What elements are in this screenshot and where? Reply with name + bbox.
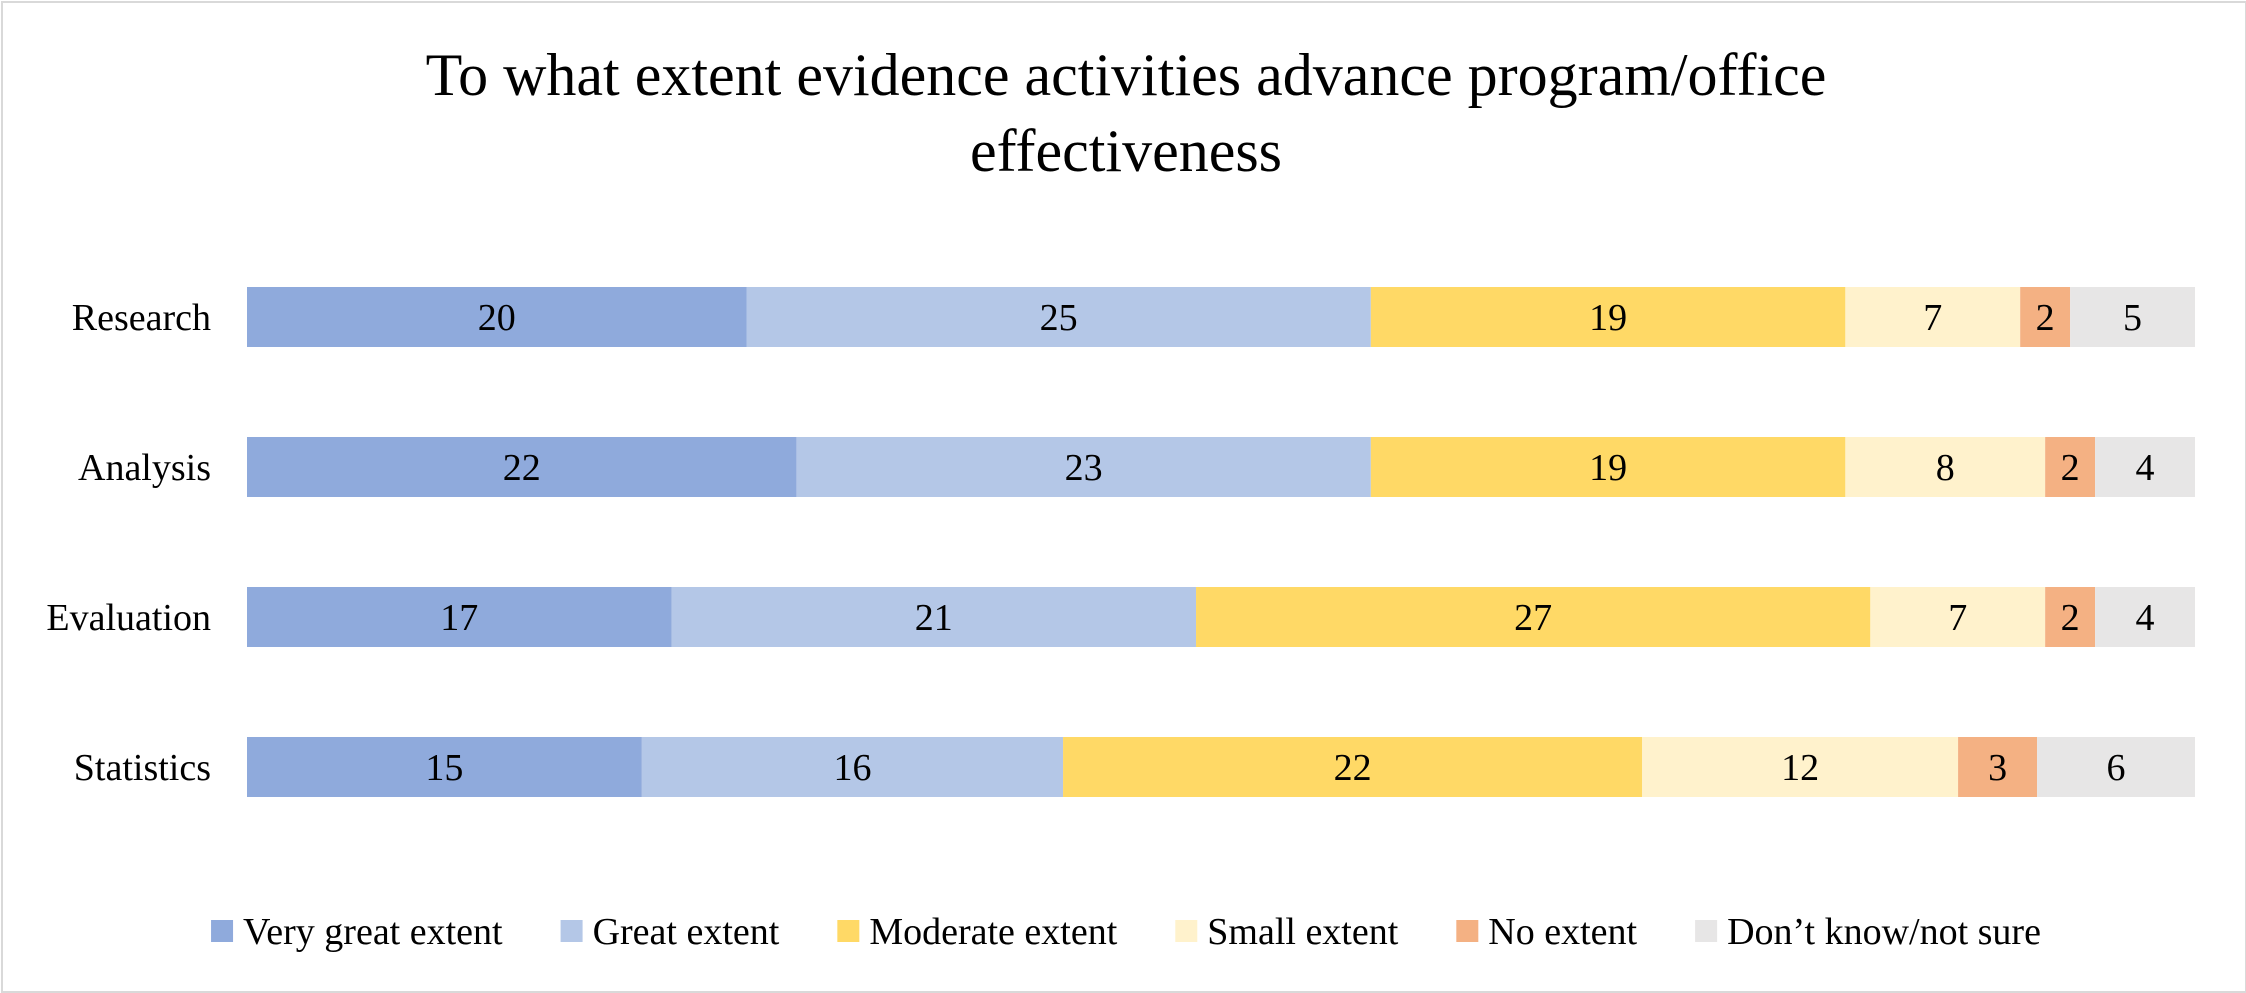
bar-segment-analysis-don-t-know-not-sure [2095,437,2195,497]
bar-segment-research-no-extent [2020,287,2071,347]
bar-segment-analysis-great-extent [796,437,1371,497]
bar-row-evaluation: Evaluation 17 21 27 7 2 4 [46,587,2195,647]
bar-segment-evaluation-great-extent [671,587,1197,647]
bar-segment-research-very-great-extent [247,287,747,347]
bar-segment-analysis-small-extent [1845,437,2046,497]
legend-item-very-great-extent: Very great extent [211,911,503,953]
data-label-statistics-don-t-know-not-sure: 6 [2107,747,2126,789]
legend-label-moderate-extent: Moderate extent [869,911,1117,953]
chart-svg: To what extent evidence activities advan… [46,42,2195,953]
data-label-statistics-no-extent: 3 [1988,747,2007,789]
legend-item-small-extent: Small extent [1175,911,1399,953]
data-label-evaluation-very-great-extent: 17 [440,597,478,639]
legend-swatch-great-extent [560,920,583,942]
category-label-research: Research [72,297,211,339]
data-label-analysis-very-great-extent: 22 [503,447,541,489]
legend-item-moderate-extent: Moderate extent [837,911,1118,953]
bar-segment-statistics-moderate-extent [1063,737,1643,797]
data-label-evaluation-small-extent: 7 [1948,597,1967,639]
bar-segment-statistics-small-extent [1642,737,1959,797]
bar-segment-research-great-extent [746,287,1371,347]
data-label-evaluation-don-t-know-not-sure: 4 [2136,597,2155,639]
chart-title-line-1: To what extent evidence activities advan… [426,42,1827,108]
data-label-research-great-extent: 25 [1040,297,1078,339]
bar-segment-statistics-don-t-know-not-sure [2037,737,2195,797]
data-label-analysis-great-extent: 23 [1065,447,1103,489]
bar-segment-research-don-t-know-not-sure [2070,287,2195,347]
bar-row-statistics: Statistics 15 16 22 12 3 6 [74,737,2195,797]
data-label-statistics-small-extent: 12 [1781,747,1819,789]
legend-label-no-extent: No extent [1488,911,1637,953]
data-label-statistics-great-extent: 16 [833,747,871,789]
data-label-research-don-t-know-not-sure: 5 [2123,297,2142,339]
legend-item-don-t-know-not-sure: Don’t know/not sure [1695,911,2041,953]
legend-swatch-no-extent [1456,920,1479,942]
data-label-research-very-great-extent: 20 [478,297,516,339]
bar-segment-statistics-great-extent [641,737,1064,797]
data-label-research-small-extent: 7 [1923,297,1942,339]
chart-title-line-2: effectiveness [970,118,1282,184]
bar-segment-evaluation-no-extent [2045,587,2096,647]
bar-segment-evaluation-very-great-extent [247,587,672,647]
legend-swatch-small-extent [1175,920,1198,942]
legend-item-no-extent: No extent [1456,911,1638,953]
data-label-statistics-moderate-extent: 22 [1334,747,1372,789]
data-label-analysis-small-extent: 8 [1936,447,1955,489]
bar-segment-evaluation-don-t-know-not-sure [2095,587,2195,647]
data-label-analysis-moderate-extent: 19 [1589,447,1627,489]
bar-segment-evaluation-moderate-extent [1196,587,1871,647]
bar-segment-research-small-extent [1845,287,2021,347]
bar-segment-statistics-no-extent [1958,737,2038,797]
bar-row-analysis: Analysis 22 23 19 8 2 4 [78,437,2195,497]
bar-segment-analysis-very-great-extent [247,437,797,497]
legend-swatch-don-t-know-not-sure [1695,920,1718,942]
legend-label-small-extent: Small extent [1207,911,1398,953]
data-label-statistics-very-great-extent: 15 [425,747,463,789]
data-label-research-moderate-extent: 19 [1589,297,1627,339]
bar-segment-research-moderate-extent [1370,287,1846,347]
bar-segment-analysis-no-extent [2045,437,2096,497]
legend: Very great extent Great extent Moderate ex… [211,911,2041,953]
data-label-research-no-extent: 2 [2036,297,2055,339]
legend-label-great-extent: Great extent [593,911,780,953]
legend-label-don-t-know-not-sure: Don’t know/not sure [1727,911,2041,953]
bar-segment-statistics-very-great-extent [247,737,642,797]
legend-swatch-very-great-extent [211,920,234,942]
data-label-analysis-no-extent: 2 [2061,447,2080,489]
data-label-analysis-don-t-know-not-sure: 4 [2136,447,2155,489]
chart-title: To what extent evidence activities advan… [426,42,1827,184]
legend-swatch-moderate-extent [837,920,860,942]
category-label-analysis: Analysis [78,447,211,489]
legend-label-very-great-extent: Very great extent [243,911,503,953]
bar-segment-evaluation-small-extent [1870,587,2046,647]
legend-item-great-extent: Great extent [560,911,780,953]
category-label-statistics: Statistics [74,747,211,789]
bar-row-research: Research 20 25 19 7 2 5 [72,287,2195,347]
data-label-evaluation-great-extent: 21 [915,597,953,639]
category-label-evaluation: Evaluation [46,597,211,639]
data-label-evaluation-no-extent: 2 [2061,597,2080,639]
bar-segment-analysis-moderate-extent [1370,437,1846,497]
data-label-evaluation-moderate-extent: 27 [1514,597,1552,639]
